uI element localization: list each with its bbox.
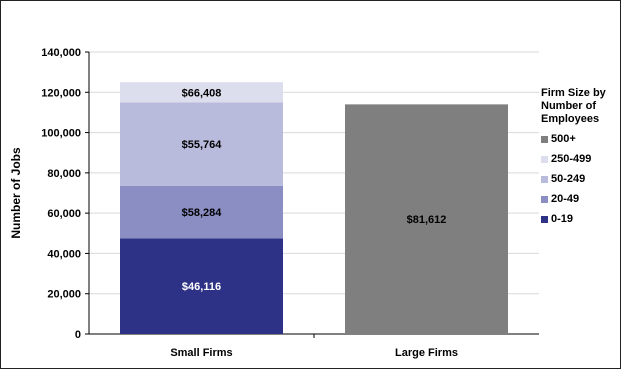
legend-item: 50-249 xyxy=(541,172,621,186)
y-tick-label: 120,000 xyxy=(41,87,81,99)
y-tick-label: 80,000 xyxy=(47,168,81,180)
bar-segment xyxy=(120,82,283,103)
bar-segment xyxy=(120,102,283,186)
y-tick-label: 60,000 xyxy=(47,208,81,220)
category-label: Large Firms xyxy=(395,347,458,359)
data-label: $55,764 xyxy=(182,139,223,151)
bar-segment xyxy=(120,238,283,334)
legend-item: 20-49 xyxy=(541,192,621,206)
legend-swatch xyxy=(541,135,548,143)
legend-item: 250-499 xyxy=(541,152,621,166)
data-label: $58,284 xyxy=(182,207,223,219)
legend-item: 500+ xyxy=(541,132,621,146)
legend-swatch xyxy=(541,215,548,223)
legend-title: Firm Size by Number of Employees xyxy=(541,87,606,125)
bar-segment xyxy=(345,104,508,334)
legend-label: 50-249 xyxy=(551,173,586,185)
y-tick-label: 140,000 xyxy=(41,47,81,59)
y-tick-label: 0 xyxy=(75,329,81,341)
legend: Firm Size by Number of Employees 500+ 250… xyxy=(541,87,621,226)
y-axis-label: Number of Jobs xyxy=(9,147,23,239)
data-label: $66,408 xyxy=(182,87,222,99)
y-tick-label: 20,000 xyxy=(47,289,81,301)
legend-swatch xyxy=(541,195,548,203)
legend-label: 0-19 xyxy=(551,213,574,225)
data-label: $81,612 xyxy=(407,214,447,226)
legend-label: 20-49 xyxy=(551,193,580,205)
legend-item: 0-19 xyxy=(541,212,621,226)
legend-label: 250-499 xyxy=(551,153,592,165)
legend-items: 500+ 250-499 50-249 20-49 0-19 xyxy=(541,132,621,226)
legend-swatch xyxy=(541,175,548,183)
data-label: $46,116 xyxy=(182,281,221,293)
legend-label: 500+ xyxy=(551,133,576,145)
legend-swatch xyxy=(541,155,548,163)
category-label: Small Firms xyxy=(170,347,232,359)
bar-segment xyxy=(120,185,283,239)
y-tick-label: 40,000 xyxy=(47,248,81,260)
y-tick-label: 100,000 xyxy=(41,128,81,140)
